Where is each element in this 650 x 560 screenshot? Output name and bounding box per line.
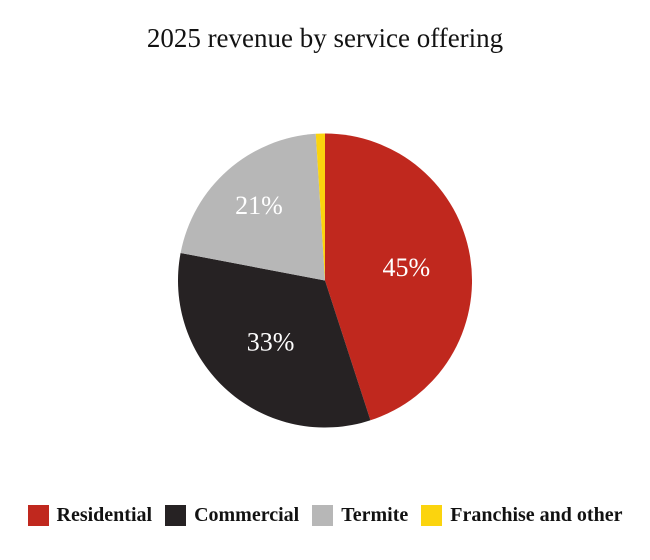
legend-item-termite: Termite: [312, 504, 408, 527]
slice-value-label-commercial: 33%: [247, 328, 295, 357]
pie-slice-franchise-and-other: [315, 133, 325, 281]
legend-swatch-franchise-and-other: [421, 504, 443, 526]
legend-label-franchise-and-other: Franchise and other: [450, 503, 623, 526]
legend-swatch-termite: [312, 504, 334, 526]
legend-label-residential: Residential: [56, 503, 153, 526]
legend-item-commercial: Commercial: [165, 504, 299, 527]
pie-slice-commercial: [177, 252, 371, 428]
pie-slice-residential: [325, 133, 473, 421]
legend-item-franchise-and-other: Franchise and other: [421, 504, 622, 527]
legend-swatch-commercial: [165, 504, 187, 526]
legend: Residential Commercial Termite Franchise…: [0, 501, 650, 529]
legend-swatch-residential: [27, 504, 49, 526]
slice-value-label-termite: 21%: [235, 191, 283, 220]
chart-title: 2025 revenue by service offering: [146, 23, 504, 53]
legend-item-residential: Residential: [27, 503, 153, 527]
pie-slice-termite: [180, 133, 325, 281]
legend-label-commercial: Commercial: [194, 503, 300, 526]
slice-value-label-residential: 45%: [382, 253, 430, 282]
legend-label-termite: Termite: [341, 503, 409, 526]
